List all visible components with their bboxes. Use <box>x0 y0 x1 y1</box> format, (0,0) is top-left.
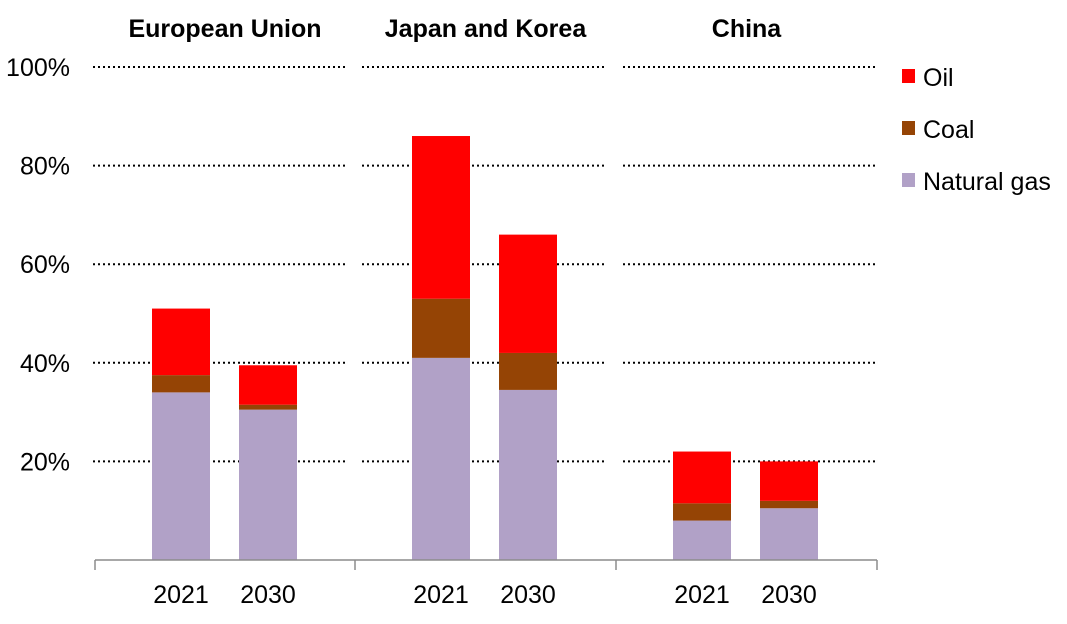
bar-china-2030-coal <box>760 500 818 509</box>
bar-japan-and-korea-2021-coal <box>412 298 470 358</box>
bar-european-union-2030-coal <box>239 404 297 410</box>
bar-european-union-2021-oil <box>152 308 210 376</box>
bar-european-union-2021-coal <box>152 375 210 393</box>
x-label-european-union-2021: 2021 <box>153 581 209 609</box>
x-label-china-2030: 2030 <box>761 581 817 609</box>
y-tick-label-20: 20% <box>20 448 70 476</box>
panel-title-china: China <box>712 15 783 43</box>
x-label-japan-and-korea-2021: 2021 <box>413 581 469 609</box>
legend-swatch-coal <box>902 121 915 135</box>
bar-european-union-2021-natural-gas <box>152 392 210 560</box>
bar-japan-and-korea-2021-natural-gas <box>412 357 470 560</box>
y-tick-label-40: 40% <box>20 350 70 378</box>
bar-japan-and-korea-2021-oil <box>412 136 470 299</box>
y-tick-label-60: 60% <box>20 251 70 279</box>
x-axis <box>94 559 878 570</box>
bar-european-union-2030-natural-gas <box>239 409 297 560</box>
y-axis-ticks: 20% 40% 60% 80% 100% <box>6 54 70 476</box>
x-label-japan-and-korea-2030: 2030 <box>500 581 556 609</box>
panel-title-european-union: European Union <box>128 15 321 43</box>
bar-japan-and-korea-2030-coal <box>499 352 557 390</box>
bar-china-2021-oil <box>673 451 731 504</box>
gridlines <box>93 66 875 463</box>
legend-label-oil: Oil <box>923 64 954 92</box>
bar-china-2021-natural-gas <box>673 520 731 560</box>
bars <box>152 136 818 560</box>
x-label-european-union-2030: 2030 <box>240 581 296 609</box>
y-tick-label-80: 80% <box>20 153 70 181</box>
bar-european-union-2030-oil <box>239 365 297 405</box>
legend-label-natural-gas: Natural gas <box>923 168 1051 196</box>
y-tick-label-100: 100% <box>6 54 70 82</box>
bar-china-2021-coal <box>673 503 731 521</box>
panel-titles: European Union Japan and Korea China <box>128 15 782 43</box>
bar-china-2030-natural-gas <box>760 508 818 560</box>
panel-title-japan-and-korea: Japan and Korea <box>385 15 588 43</box>
legend-swatch-oil <box>902 69 915 83</box>
legend: Oil Coal Natural gas <box>902 64 1051 196</box>
legend-label-coal: Coal <box>923 116 974 144</box>
legend-swatch-natural-gas <box>902 173 915 187</box>
bar-china-2030-oil <box>760 461 818 501</box>
x-axis-labels: 2021 2030 2021 2030 2021 2030 <box>153 581 817 609</box>
x-label-china-2021: 2021 <box>674 581 730 609</box>
bar-japan-and-korea-2030-oil <box>499 234 557 353</box>
bar-japan-and-korea-2030-natural-gas <box>499 389 557 560</box>
